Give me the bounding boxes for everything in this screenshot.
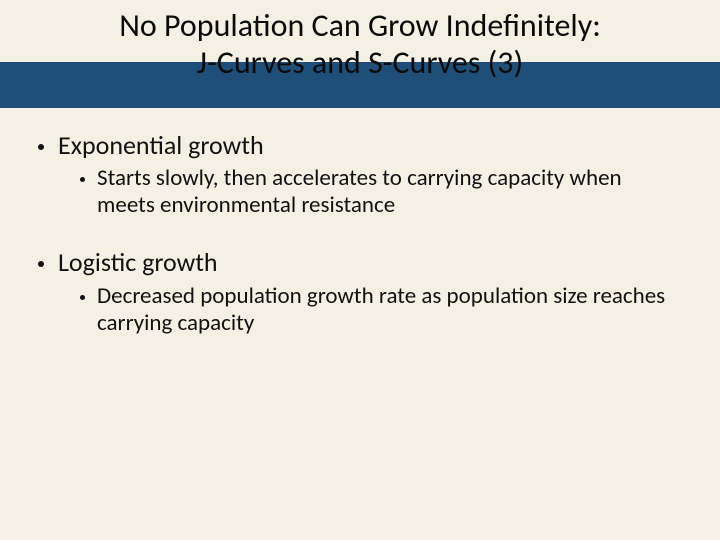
bullet-list-level2: Starts slowly, then accelerates to carry…	[80, 165, 682, 219]
bullet-icon	[80, 177, 85, 182]
bullet-icon	[38, 144, 44, 150]
bullet-icon	[80, 295, 85, 300]
bullet-row: Starts slowly, then accelerates to carry…	[80, 165, 682, 219]
title-line-1: No Population Can Grow Indefinitely:	[119, 6, 601, 45]
bullet-row: Logistic growth	[38, 247, 682, 278]
title-line-2: J-Curves and S-Curves (3)	[197, 43, 523, 82]
bullet-text: Logistic growth	[58, 247, 218, 278]
slide-body: Exponential growth Starts slowly, then a…	[38, 130, 682, 365]
slide: No Population Can Grow Indefinitely: J-C…	[0, 0, 720, 540]
list-item: Starts slowly, then accelerates to carry…	[80, 165, 682, 219]
bullet-row: Decreased population growth rate as popu…	[80, 283, 682, 337]
bullet-text: Exponential growth	[58, 130, 264, 161]
slide-title: No Population Can Grow Indefinitely: J-C…	[0, 8, 720, 82]
bullet-list-level2: Decreased population growth rate as popu…	[80, 283, 682, 337]
bullet-text: Decreased population growth rate as popu…	[97, 283, 682, 337]
bullet-icon	[38, 261, 44, 267]
bullet-list-level1: Exponential growth Starts slowly, then a…	[38, 130, 682, 337]
list-item: Exponential growth Starts slowly, then a…	[38, 130, 682, 219]
bullet-row: Exponential growth	[38, 130, 682, 161]
list-item: Decreased population growth rate as popu…	[80, 283, 682, 337]
bullet-text: Starts slowly, then accelerates to carry…	[97, 165, 682, 219]
list-item: Logistic growth Decreased population gro…	[38, 247, 682, 336]
